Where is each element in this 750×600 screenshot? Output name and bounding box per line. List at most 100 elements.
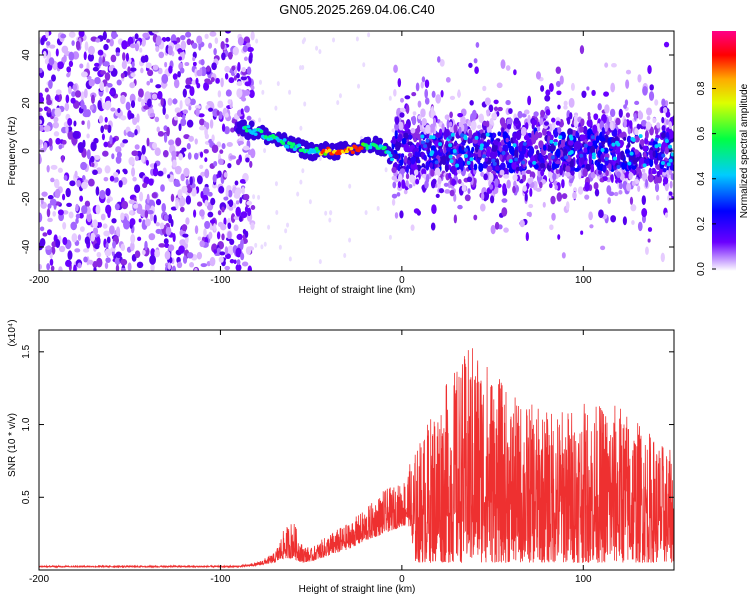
spectrogram-point	[430, 150, 435, 155]
spectrogram-point	[65, 187, 71, 198]
spectrogram-point	[362, 62, 366, 68]
spectrogram-point	[57, 61, 64, 70]
spectrogram-point	[399, 210, 404, 219]
spectrogram-point	[357, 83, 361, 89]
spectrogram-point	[241, 96, 247, 102]
spectrogram-point	[98, 222, 102, 228]
spectrogram-point	[93, 267, 97, 271]
spectrogram-point	[131, 167, 136, 177]
spectrogram-point	[555, 148, 561, 158]
spectrogram-point	[155, 228, 162, 234]
spectrogram-point	[661, 125, 666, 132]
spectrogram-point	[444, 114, 450, 120]
spectrogram-point	[665, 119, 670, 125]
spectrogram-point	[670, 173, 674, 181]
spectrogram-point	[568, 97, 575, 108]
spectrogram-point	[529, 161, 533, 168]
spectrogram-point	[237, 36, 244, 46]
x-tick-label: -100	[210, 574, 230, 585]
spectrogram-point	[388, 95, 392, 101]
spectrogram-point	[214, 37, 219, 45]
spectrogram-point	[48, 79, 53, 90]
spectrogram-point	[125, 52, 130, 62]
spectrogram-point	[86, 119, 91, 130]
spectrogram-point	[205, 122, 210, 130]
spectrogram-point	[513, 69, 517, 76]
spectrogram-point	[240, 108, 244, 115]
spectrogram-point	[105, 204, 112, 215]
spectrogram-point	[104, 262, 109, 270]
spectrogram-point	[246, 200, 253, 206]
spectrogram-point	[502, 131, 508, 140]
spectrogram-point	[182, 109, 189, 115]
spectrogram-point	[582, 168, 588, 177]
spectrogram-point	[586, 86, 590, 91]
spectrogram-point	[128, 156, 135, 166]
spectrogram-point	[400, 97, 404, 103]
spectrogram-point	[189, 176, 193, 186]
spectrogram-point	[227, 245, 234, 256]
spectrogram-point	[460, 133, 465, 138]
spectrogram-point	[235, 247, 242, 258]
spectrogram-point	[46, 94, 51, 103]
spectrogram-point	[139, 191, 144, 202]
spectrogram-point	[211, 144, 219, 154]
spectrogram-point	[473, 214, 478, 221]
spectrogram-point	[469, 113, 474, 123]
spectrogram-point	[453, 141, 457, 147]
spectrogram-point	[566, 116, 571, 125]
spectrogram-point	[359, 146, 364, 150]
spectrogram-point	[103, 176, 109, 182]
spectrogram-point	[44, 87, 49, 93]
spectrogram-point	[245, 157, 250, 163]
spectrogram-point	[395, 145, 401, 151]
spectrogram-point	[289, 145, 294, 149]
spectrogram-point	[484, 97, 491, 106]
spectrogram-point	[120, 115, 127, 121]
spectrogram-point	[39, 125, 45, 132]
spectrogram-point	[175, 37, 181, 43]
spectrogram-point	[447, 135, 452, 140]
spectrogram-point	[72, 83, 78, 91]
spectrogram-point	[626, 153, 631, 158]
spectrogram-point	[261, 89, 265, 95]
spectrogram-point	[610, 215, 617, 223]
spectrogram-point	[432, 148, 439, 158]
spectrogram-point	[629, 120, 633, 129]
spectrogram-point	[405, 164, 409, 174]
spectrogram-point	[144, 218, 151, 227]
spectrogram-point	[208, 107, 214, 112]
spectrogram-point	[478, 162, 484, 173]
spectrogram-point	[243, 56, 248, 62]
spectrogram-point	[425, 138, 430, 143]
spectrogram-point	[489, 184, 494, 190]
spectrogram-point	[90, 141, 97, 152]
spectrogram-point	[540, 85, 545, 92]
spectrogram-point	[215, 77, 220, 84]
snr-x-label: Height of straight line (km)	[299, 584, 416, 595]
spectrogram-point	[434, 160, 439, 165]
spectrogram-point	[619, 133, 624, 138]
y-tick-label: -20	[21, 191, 32, 206]
spectrogram-point	[219, 251, 226, 256]
spectrogram-point	[177, 189, 183, 199]
spectrogram-point	[477, 158, 481, 165]
spectrogram-point	[217, 210, 222, 216]
spectrogram-point	[70, 221, 78, 231]
spectrogram-point	[527, 114, 531, 124]
spectrogram-point	[78, 31, 85, 38]
spectrogram-point	[44, 58, 50, 65]
spectrogram-point	[42, 232, 48, 237]
spectrogram-point	[163, 238, 169, 245]
spectrogram-point	[274, 105, 278, 111]
spectrogram-point	[203, 148, 209, 154]
spectrogram-point	[229, 155, 237, 160]
spectrogram-point	[600, 245, 606, 251]
spectrogram-point	[86, 149, 91, 160]
spectrogram-point	[163, 214, 169, 222]
spectrogram-point	[296, 191, 300, 197]
spectrogram-point	[267, 224, 271, 230]
spectrogram-point	[393, 64, 398, 73]
spectrogram-point	[129, 113, 135, 119]
spectrogram-point	[439, 58, 445, 67]
